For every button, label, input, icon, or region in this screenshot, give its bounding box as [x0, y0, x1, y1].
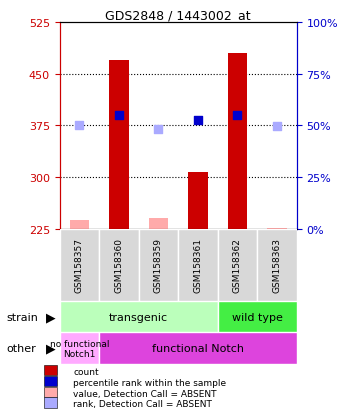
Point [235, 112, 240, 119]
Bar [70, 221, 89, 229]
Bar [257, 229, 297, 301]
Bar [60, 332, 99, 364]
Text: count: count [73, 367, 99, 376]
Point [156, 126, 161, 133]
Bar [60, 229, 99, 301]
Text: GSM158359: GSM158359 [154, 238, 163, 293]
Bar [99, 229, 139, 301]
Bar [149, 219, 168, 229]
Text: rank, Detection Call = ABSENT: rank, Detection Call = ABSENT [73, 399, 212, 408]
Text: no functional
Notch1: no functional Notch1 [50, 339, 109, 358]
Text: other: other [7, 343, 36, 353]
Bar [109, 61, 129, 229]
Point [77, 122, 82, 128]
Bar [99, 332, 297, 364]
Point [195, 118, 201, 124]
Bar [267, 228, 287, 229]
Bar [60, 301, 218, 332]
Bar [218, 301, 297, 332]
Bar [178, 229, 218, 301]
Text: GSM158363: GSM158363 [272, 238, 281, 293]
Text: GSM158360: GSM158360 [115, 238, 123, 293]
Point [274, 123, 280, 130]
Bar [218, 229, 257, 301]
Text: ▶: ▶ [46, 310, 56, 323]
Text: GSM158362: GSM158362 [233, 238, 242, 293]
Text: GSM158357: GSM158357 [75, 238, 84, 293]
Bar [139, 229, 178, 301]
Text: GSM158361: GSM158361 [193, 238, 203, 293]
Text: ▶: ▶ [46, 342, 56, 355]
Bar [188, 172, 208, 229]
Text: value, Detection Call = ABSENT: value, Detection Call = ABSENT [73, 389, 217, 398]
Point [116, 112, 122, 119]
Title: GDS2848 / 1443002_at: GDS2848 / 1443002_at [105, 9, 251, 21]
Text: transgenic: transgenic [109, 312, 168, 322]
Text: functional Notch: functional Notch [152, 343, 244, 354]
Text: wild type: wild type [232, 312, 283, 322]
Text: strain: strain [7, 312, 39, 322]
Text: percentile rank within the sample: percentile rank within the sample [73, 378, 226, 387]
Bar [227, 54, 247, 229]
